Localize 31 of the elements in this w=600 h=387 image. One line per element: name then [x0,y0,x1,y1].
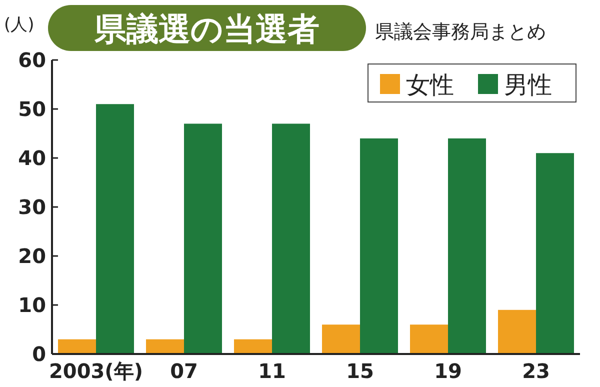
y-tick-label: 30 [18,195,46,219]
bar [184,124,222,354]
bar [58,339,96,354]
chart-title: 県議選の当選者 [94,10,320,48]
y-tick-label: 60 [18,48,46,72]
bar [448,138,486,354]
bar [322,324,360,354]
x-tick-label: 2003(年) [49,359,143,383]
bar [146,339,184,354]
legend-label: 男性 [504,71,552,99]
y-tick-label: 40 [18,146,46,170]
x-tick-label: 15 [346,359,374,383]
bar [410,324,448,354]
bar [360,138,398,354]
y-tick-label: 0 [32,342,46,366]
x-tick-label: 11 [258,359,286,383]
bar [234,339,272,354]
x-tick-label: 07 [170,359,198,383]
y-axis-title: (人) [4,15,34,35]
y-tick-label: 10 [18,293,46,317]
bar [498,310,536,354]
bar [536,153,574,354]
x-tick-label: 23 [522,359,550,383]
title-box: 県議選の当選者 [48,5,366,51]
bar [272,124,310,354]
bar [96,104,134,354]
legend-label: 女性 [406,71,454,99]
y-tick-label: 20 [18,244,46,268]
x-tick-label: 19 [434,359,462,383]
chart-subtitle: 県議会事務局まとめ [375,21,546,43]
y-tick-label: 50 [18,97,46,121]
